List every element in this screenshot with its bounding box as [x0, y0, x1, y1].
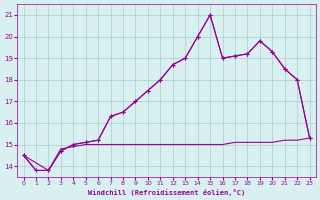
- X-axis label: Windchill (Refroidissement éolien,°C): Windchill (Refroidissement éolien,°C): [88, 189, 245, 196]
